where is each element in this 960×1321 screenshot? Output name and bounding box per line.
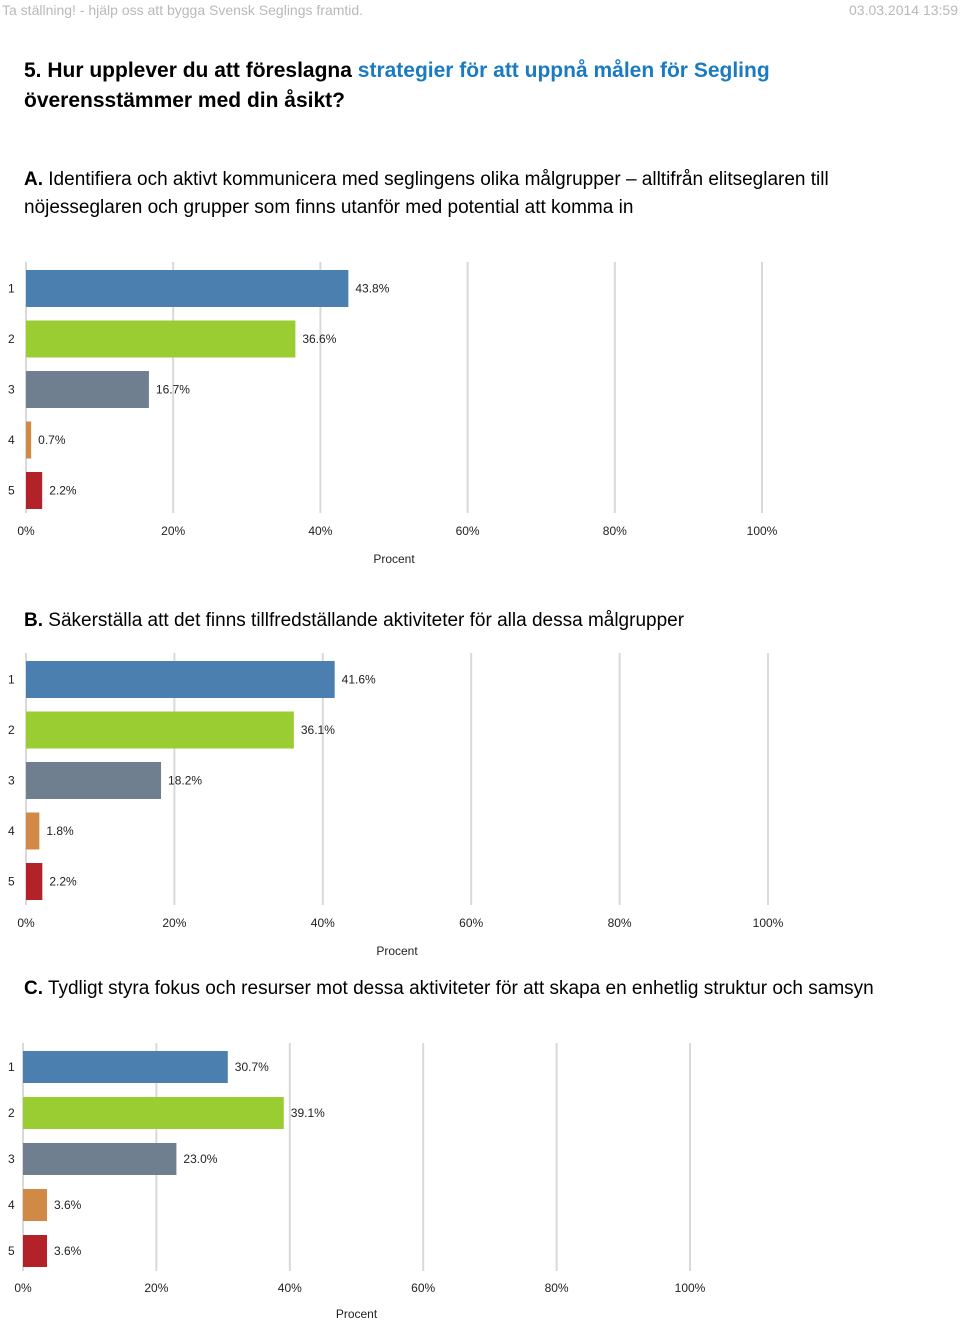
chart-a-data-label: 36.6% (302, 332, 336, 346)
chart-b-tick-label: 0% (17, 916, 35, 930)
chart-c-category-label: 3 (8, 1152, 15, 1166)
chart-c-title: C. Tydligt styra fokus och resurser mot … (24, 975, 960, 1003)
chart-c-data-label: 30.7% (235, 1060, 269, 1074)
chart-b-data-label: 2.2% (49, 875, 77, 889)
chart-c-bar-5 (23, 1235, 48, 1267)
question-text-highlight: strategier för att uppnå målen för Segli… (357, 59, 770, 82)
chart-b-data-label: 1.8% (46, 824, 74, 838)
header-survey-title: Ta ställning! - hjälp oss att bygga Sven… (2, 2, 364, 18)
chart-b-bar-5 (26, 863, 43, 900)
chart-b-title: B. Säkerställa att det finns tillfredstä… (24, 607, 944, 635)
chart-b-bar-1 (26, 661, 335, 698)
chart-b-bar-4 (26, 812, 40, 850)
chart-a-data-label: 2.2% (49, 484, 77, 498)
chart-a-data-label: 16.7% (156, 383, 190, 397)
chart-b-category-label: 2 (8, 723, 15, 737)
chart-b-tick-label: 60% (459, 916, 483, 930)
chart-a-tick-label: 20% (161, 524, 185, 538)
chart-a-letter: A. (24, 169, 43, 190)
chart-b-data-label: 36.1% (301, 723, 335, 737)
chart-a-category-label: 3 (8, 383, 15, 397)
chart-b-tick-label: 100% (753, 916, 784, 930)
chart-b-tick-label: 40% (311, 916, 335, 930)
chart-b-category-label: 3 (8, 774, 15, 788)
chart-a-category-label: 1 (8, 282, 15, 296)
chart-c-bar-4 (23, 1189, 48, 1221)
chart-b-category-label: 4 (8, 824, 15, 838)
chart-b-data-label: 18.2% (168, 774, 202, 788)
chart-a-tick-label: 40% (308, 524, 332, 538)
chart-a-bar-5 (26, 472, 43, 509)
chart-c-tick-label: 80% (545, 1281, 569, 1295)
chart-c-x-axis-label: Procent (336, 1307, 378, 1321)
chart-c-tick-label: 60% (411, 1281, 435, 1295)
chart-a-bar-1 (26, 270, 349, 307)
chart-b-bar-2 (26, 711, 294, 749)
chart-b-data-label: 41.6% (342, 673, 376, 687)
chart-a-title: A. Identifiera och aktivt kommunicera me… (24, 166, 924, 222)
chart-c-tick-label: 100% (675, 1281, 706, 1295)
chart-b-tick-label: 20% (162, 916, 186, 930)
chart-c-title-text: Tydligt styra fokus och resurser mot des… (47, 978, 874, 999)
chart-a-x-axis-label: Procent (373, 552, 415, 566)
chart-b-category-label: 5 (8, 875, 15, 889)
chart-a-category-label: 5 (8, 484, 15, 498)
question-text-after: överensstämmer med din åsikt? (24, 89, 345, 112)
chart-a-tick-label: 0% (17, 524, 35, 538)
header-timestamp: 03.03.2014 13:59 (849, 2, 958, 18)
chart-a-tick-label: 60% (456, 524, 480, 538)
question-number: 5. (24, 59, 42, 82)
chart-a-tick-label: 80% (603, 524, 627, 538)
chart-c-category-label: 1 (8, 1060, 15, 1074)
chart-a-title-text: Identifiera och aktivt kommunicera med s… (24, 169, 829, 218)
chart-c-tick-label: 20% (144, 1281, 168, 1295)
chart-b-category-label: 1 (8, 673, 15, 687)
chart-b-x-axis-label: Procent (376, 944, 418, 958)
question-text-before: Hur upplever du att föreslagna (47, 59, 352, 82)
chart-a-category-label: 4 (8, 433, 15, 447)
question-title: 5. Hur upplever du att föreslagna strate… (24, 56, 924, 116)
chart-a-data-label: 43.8% (355, 282, 389, 296)
chart-a-bar-3 (26, 371, 149, 408)
chart-c-category-label: 2 (8, 1106, 15, 1120)
chart-c-letter: C. (24, 978, 43, 999)
chart-c-data-label: 23.0% (183, 1152, 217, 1166)
chart-a-bar-4 (26, 421, 32, 459)
chart-c-bar-2 (23, 1097, 284, 1129)
chart-a-bar-2 (26, 320, 296, 358)
chart-c-bar-1 (23, 1051, 228, 1083)
chart-c-category-label: 4 (8, 1198, 15, 1212)
chart-c-tick-label: 0% (14, 1281, 32, 1295)
chart-a-tick-label: 100% (747, 524, 778, 538)
chart-a-category-label: 2 (8, 332, 15, 346)
chart-c-data-label: 39.1% (291, 1106, 325, 1120)
chart-b-title-text: Säkerställa att det finns tillfredställa… (48, 610, 685, 631)
chart-c-category-label: 5 (8, 1244, 15, 1258)
chart-b-letter: B. (24, 610, 43, 631)
chart-c-data-label: 3.6% (54, 1198, 82, 1212)
chart-c-bar-3 (23, 1143, 177, 1175)
chart-a-data-label: 0.7% (38, 433, 66, 447)
chart-c-tick-label: 40% (278, 1281, 302, 1295)
chart-b-tick-label: 80% (608, 916, 632, 930)
chart-b-bar-3 (26, 762, 162, 799)
page-header: Ta ställning! - hjälp oss att bygga Sven… (0, 0, 960, 24)
chart-c-data-label: 3.6% (54, 1244, 82, 1258)
